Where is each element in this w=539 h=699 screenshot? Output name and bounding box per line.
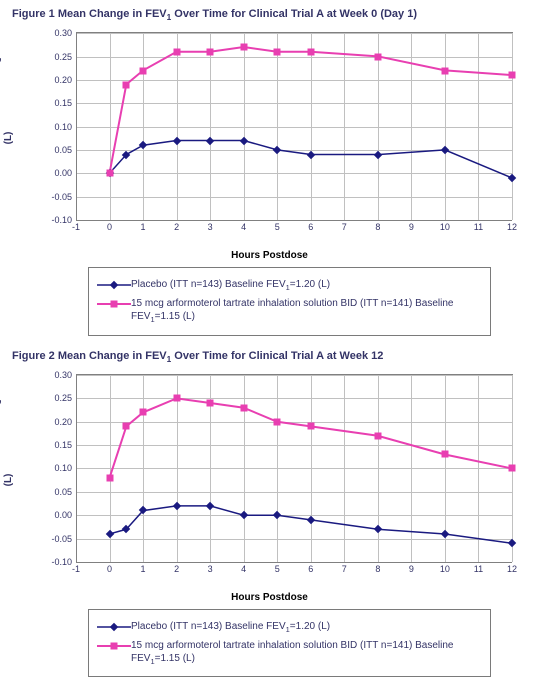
plot-area: -0.10-0.050.000.050.100.150.200.250.30-1… bbox=[76, 374, 513, 562]
y-tick-label: 0.10 bbox=[54, 122, 72, 132]
chart-wrap: Mean Change from Baseline FEV1(L)-0.10-0… bbox=[8, 370, 531, 590]
legend-row-arformoterol: 15 mcg arformoterol tartrate inhalation … bbox=[97, 297, 482, 325]
marker-arformoterol bbox=[123, 423, 130, 430]
marker-arformoterol bbox=[106, 474, 113, 481]
x-axis-line bbox=[76, 220, 512, 221]
marker-arformoterol bbox=[441, 451, 448, 458]
y-tick-label: 0.20 bbox=[54, 417, 72, 427]
y-tick-label: 0.30 bbox=[54, 28, 72, 38]
x-tick-label: 2 bbox=[174, 222, 179, 232]
legend-text: Placebo (ITT n=143) Baseline FEV1=1.20 (… bbox=[131, 278, 482, 293]
legend-swatch bbox=[97, 297, 131, 311]
marker-arformoterol bbox=[441, 67, 448, 74]
figure-block: Figure 1 Mean Change in FEV1 Over Time f… bbox=[8, 8, 531, 336]
y-tick-label: 0.05 bbox=[54, 145, 72, 155]
y-tick-label: 0.25 bbox=[54, 393, 72, 403]
plot-area: -0.10-0.050.000.050.100.150.200.250.30-1… bbox=[76, 32, 513, 220]
x-tick-label: 6 bbox=[308, 222, 313, 232]
legend-row-placebo: Placebo (ITT n=143) Baseline FEV1=1.20 (… bbox=[97, 278, 482, 293]
x-axis-label: Hours Postdose bbox=[8, 250, 531, 261]
y-tick-label: 0.30 bbox=[54, 370, 72, 380]
y-tick-label: -0.05 bbox=[51, 192, 72, 202]
y-tick-label: -0.10 bbox=[51, 557, 72, 567]
x-tick-label: 2 bbox=[174, 564, 179, 574]
marker-arformoterol bbox=[173, 48, 180, 55]
x-tick-label: 0 bbox=[107, 222, 112, 232]
y-tick-label: 0.25 bbox=[54, 52, 72, 62]
y-tick-label: -0.05 bbox=[51, 534, 72, 544]
x-tick-label: 6 bbox=[308, 564, 313, 574]
marker-arformoterol bbox=[123, 81, 130, 88]
marker-arformoterol bbox=[140, 67, 147, 74]
x-tick-label: 4 bbox=[241, 564, 246, 574]
y-tick-label: -0.10 bbox=[51, 215, 72, 225]
y-tick-label: 0.05 bbox=[54, 487, 72, 497]
y-tick-label: 0.15 bbox=[54, 98, 72, 108]
y-tick-label: 0.00 bbox=[54, 510, 72, 520]
y-tick-label: 0.20 bbox=[54, 75, 72, 85]
marker-arformoterol bbox=[207, 399, 214, 406]
x-tick-label: 11 bbox=[474, 564, 483, 574]
legend-text: Placebo (ITT n=143) Baseline FEV1=1.20 (… bbox=[131, 620, 482, 635]
x-tick-label: 10 bbox=[440, 564, 450, 574]
y-axis-label: Mean Change from Baseline FEV1(L) bbox=[0, 380, 14, 580]
marker-arformoterol bbox=[173, 395, 180, 402]
legend-swatch bbox=[97, 278, 131, 292]
x-tick-label: 12 bbox=[507, 564, 517, 574]
x-tick-label: 3 bbox=[208, 564, 213, 574]
legend-swatch bbox=[97, 620, 131, 634]
x-tick-label: -1 bbox=[72, 222, 80, 232]
marker-arformoterol bbox=[509, 72, 516, 79]
x-tick-label: 4 bbox=[241, 222, 246, 232]
series-lines bbox=[76, 33, 512, 220]
x-tick-label: 8 bbox=[375, 222, 380, 232]
gridline-v bbox=[512, 33, 513, 220]
x-tick-label: 1 bbox=[141, 564, 146, 574]
legend-text: 15 mcg arformoterol tartrate inhalation … bbox=[131, 297, 482, 325]
x-axis-line bbox=[76, 562, 512, 563]
figure-title: Figure 2 Mean Change in FEV1 Over Time f… bbox=[12, 350, 531, 364]
marker-arformoterol bbox=[509, 465, 516, 472]
marker-arformoterol bbox=[307, 48, 314, 55]
marker-arformoterol bbox=[274, 48, 281, 55]
legend: Placebo (ITT n=143) Baseline FEV1=1.20 (… bbox=[88, 609, 491, 678]
x-tick-label: 5 bbox=[275, 564, 280, 574]
y-tick-label: 0.15 bbox=[54, 440, 72, 450]
marker-arformoterol bbox=[374, 432, 381, 439]
x-tick-label: -1 bbox=[72, 564, 80, 574]
x-tick-label: 5 bbox=[275, 222, 280, 232]
x-tick-label: 8 bbox=[375, 564, 380, 574]
figure-block: Figure 2 Mean Change in FEV1 Over Time f… bbox=[8, 350, 531, 678]
x-tick-label: 11 bbox=[474, 222, 483, 232]
x-tick-label: 0 bbox=[107, 564, 112, 574]
x-axis-label: Hours Postdose bbox=[8, 592, 531, 603]
marker-arformoterol bbox=[140, 409, 147, 416]
marker-arformoterol bbox=[274, 418, 281, 425]
legend-row-arformoterol: 15 mcg arformoterol tartrate inhalation … bbox=[97, 639, 482, 667]
marker-arformoterol bbox=[307, 423, 314, 430]
marker-arformoterol bbox=[106, 170, 113, 177]
marker-arformoterol bbox=[240, 44, 247, 51]
chart-wrap: Mean Change from Baseline FEV1(L)-0.10-0… bbox=[8, 28, 531, 248]
x-tick-label: 7 bbox=[342, 222, 347, 232]
legend-row-placebo: Placebo (ITT n=143) Baseline FEV1=1.20 (… bbox=[97, 620, 482, 635]
y-axis-label: Mean Change from Baseline FEV1(L) bbox=[0, 38, 14, 238]
y-tick-label: 0.10 bbox=[54, 463, 72, 473]
x-tick-label: 3 bbox=[208, 222, 213, 232]
figure-title: Figure 1 Mean Change in FEV1 Over Time f… bbox=[12, 8, 531, 22]
marker-arformoterol bbox=[374, 53, 381, 60]
y-tick-label: 0.00 bbox=[54, 168, 72, 178]
x-tick-label: 12 bbox=[507, 222, 517, 232]
legend-text: 15 mcg arformoterol tartrate inhalation … bbox=[131, 639, 482, 667]
marker-arformoterol bbox=[240, 404, 247, 411]
legend-swatch bbox=[97, 639, 131, 653]
x-tick-label: 9 bbox=[409, 222, 414, 232]
x-tick-label: 10 bbox=[440, 222, 450, 232]
x-tick-label: 7 bbox=[342, 564, 347, 574]
x-tick-label: 1 bbox=[141, 222, 146, 232]
x-tick-label: 9 bbox=[409, 564, 414, 574]
marker-arformoterol bbox=[207, 48, 214, 55]
series-line-arformoterol bbox=[110, 398, 512, 477]
legend: Placebo (ITT n=143) Baseline FEV1=1.20 (… bbox=[88, 267, 491, 336]
